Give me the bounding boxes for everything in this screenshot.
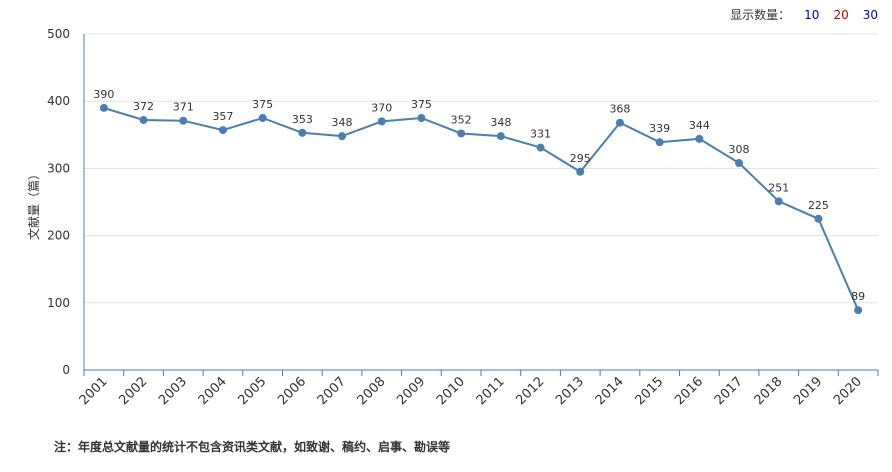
x-tick-label: 2012	[513, 374, 547, 408]
data-point[interactable]	[536, 143, 545, 152]
footnote: 注：年度总文献量的统计不包含资讯类文献，如致谢、稿约、启事、勘误等	[54, 440, 451, 454]
x-tick-label: 2013	[553, 374, 587, 408]
data-label: 353	[292, 113, 313, 126]
x-tick-label: 2017	[712, 374, 746, 408]
data-point[interactable]	[655, 138, 664, 147]
x-tick-label: 2006	[275, 374, 309, 408]
x-tick-label: 2009	[394, 374, 428, 408]
data-label: 352	[451, 113, 472, 126]
data-point[interactable]	[854, 306, 863, 315]
data-label: 357	[212, 110, 233, 123]
display-count-option-20[interactable]: 20	[833, 7, 849, 22]
x-tick-label: 2020	[831, 374, 865, 408]
data-label: 331	[530, 128, 551, 141]
data-point[interactable]	[338, 132, 347, 141]
x-tick-label: 2004	[196, 374, 230, 408]
y-tick-label: 400	[47, 94, 70, 108]
data-point[interactable]	[139, 116, 148, 125]
display-count-option-30[interactable]: 30	[862, 7, 878, 22]
x-tick-label: 2018	[752, 374, 786, 408]
x-tick-label: 2016	[672, 374, 706, 408]
data-point[interactable]	[695, 134, 704, 143]
data-label: 370	[371, 101, 392, 114]
data-point[interactable]	[417, 114, 426, 122]
data-point[interactable]	[615, 118, 624, 127]
y-tick-label: 0	[62, 363, 70, 377]
data-labels: 390 372 371 357 375 353 348 370 375 352 348 331 295 3…	[93, 88, 865, 303]
x-tick-label: 2007	[315, 374, 349, 408]
data-label: 375	[252, 98, 273, 111]
line-chart: 0 100 200 300 400 500 文献量（篇） 2001 2002 2003 2004…	[26, 27, 879, 408]
x-tick-label: 2003	[156, 374, 190, 408]
data-label: 390	[93, 88, 114, 101]
data-label: 89	[851, 290, 865, 303]
data-point[interactable]	[576, 167, 585, 176]
data-label: 308	[729, 143, 750, 156]
y-tick-label: 100	[47, 296, 70, 310]
display-count-option-10[interactable]: 10	[804, 7, 820, 22]
data-point[interactable]	[774, 197, 783, 206]
x-tick-label: 2010	[434, 374, 468, 408]
data-point[interactable]	[735, 159, 744, 168]
gridlines	[84, 33, 878, 304]
data-label: 339	[649, 122, 670, 135]
y-tick-label: 300	[47, 161, 70, 175]
x-tick-label: 2002	[116, 374, 150, 408]
y-axis-ticks: 0 100 200 300 400 500	[47, 27, 70, 377]
y-tick-label: 200	[47, 229, 70, 243]
data-label: 344	[689, 119, 710, 132]
data-label: 348	[332, 116, 353, 129]
x-tick-label: 2008	[355, 374, 389, 408]
x-axis-ticks: 2001 2002 2003 2004 2005 2006 2007 2008 2009 2010…	[77, 370, 879, 408]
x-tick-label: 2001	[77, 374, 111, 408]
data-label: 348	[490, 116, 511, 129]
data-label: 375	[411, 98, 432, 111]
data-label: 225	[808, 199, 829, 212]
data-label: 368	[609, 103, 630, 116]
data-point[interactable]	[496, 132, 505, 141]
x-tick-label: 2014	[593, 374, 627, 408]
x-tick-label: 2019	[791, 374, 825, 408]
x-tick-label: 2015	[632, 374, 666, 408]
data-label: 372	[133, 100, 154, 113]
y-axis-label: 文献量（篇）	[26, 168, 41, 240]
y-tick-label: 500	[47, 27, 70, 41]
data-point[interactable]	[298, 128, 307, 137]
data-point[interactable]	[814, 214, 823, 223]
data-points	[99, 103, 863, 315]
x-tick-label: 2005	[235, 374, 269, 408]
data-point[interactable]	[218, 126, 227, 135]
data-point[interactable]	[457, 129, 466, 138]
data-label: 251	[768, 181, 789, 194]
data-point[interactable]	[99, 103, 108, 112]
data-label: 295	[570, 152, 591, 165]
display-count-selector: 显示数量： 10 20 30	[730, 6, 878, 23]
data-point[interactable]	[377, 117, 386, 126]
data-label: 371	[173, 101, 194, 114]
display-count-label: 显示数量：	[730, 8, 791, 22]
data-point[interactable]	[258, 114, 267, 122]
x-tick-label: 2011	[474, 374, 508, 408]
data-point[interactable]	[179, 116, 188, 125]
series-line	[103, 106, 860, 311]
